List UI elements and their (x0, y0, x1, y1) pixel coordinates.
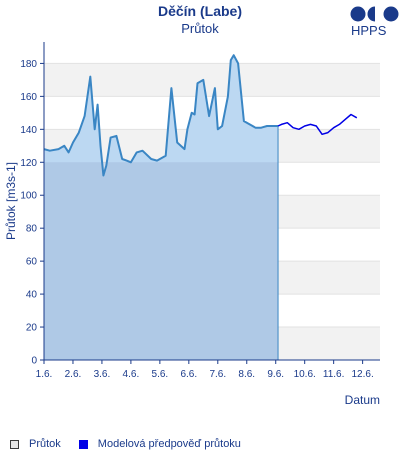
x-tick-label: 5.6. (152, 369, 169, 380)
legend-swatch-model (78, 439, 88, 449)
logo-text: HPPS (351, 23, 387, 38)
x-tick-label: 3.6. (94, 369, 111, 380)
observed-line (43, 54, 278, 177)
y-tick-label: 100 (20, 191, 37, 202)
axes-layer (40, 42, 380, 364)
y-tick-label: 20 (26, 323, 38, 334)
x-tick-label: 9.6. (267, 369, 284, 380)
y-tick-label: 120 (20, 158, 37, 169)
x-tick-label: 12.6. (351, 369, 373, 380)
plot-band (44, 63, 380, 97)
y-tick-label: 140 (20, 125, 37, 136)
hpps-logo-icon (350, 6, 399, 22)
y-axis-label: Průtok [m3s-1] (4, 162, 18, 240)
alert-level-zone (44, 162, 279, 360)
y-tick-label: 80 (26, 224, 38, 235)
discharge-chart: 0 20 40 60 80 100 120 140 160 180 1.6. 2.6. 3.6. 4.6… (4, 42, 380, 407)
legend-item-observed[interactable]: Průtok (10, 438, 61, 450)
chart-title: Děčín (Labe) (157, 3, 242, 19)
legend-item-model[interactable]: Modelová předpověď průtoku (78, 438, 241, 450)
legend-swatch-observed (10, 439, 19, 449)
chart-subtitle: Průtok (181, 21, 219, 36)
series-layer (43, 54, 358, 360)
legend-label-observed: Průtok (29, 438, 61, 450)
x-tick-label: 10.6. (294, 369, 316, 380)
y-tick-label: 180 (20, 59, 37, 70)
y-tick-label: 60 (26, 257, 38, 268)
x-tick-label: 8.6. (238, 369, 255, 380)
y-tick-label: 0 (31, 356, 37, 367)
model-forecast-line (277, 113, 358, 136)
x-axis-label: Datum (345, 393, 380, 407)
x-tick-labels: 1.6. 2.6. 3.6. 4.6. 5.6. 6.6. 7.6. 8.6. 9.6. 10.6… (36, 369, 374, 380)
legend: Průtok Modelová předpověď průtoku (10, 438, 259, 450)
y-tick-labels: 0 20 40 60 80 100 120 140 160 180 (20, 59, 37, 367)
y-tick-label: 160 (20, 92, 37, 103)
x-tick-label: 6.6. (180, 369, 197, 380)
y-tick-label: 40 (26, 290, 38, 301)
x-tick-label: 7.6. (209, 369, 226, 380)
x-tick-label: 4.6. (123, 369, 140, 380)
x-tick-label: 2.6. (65, 369, 82, 380)
x-tick-label: 11.6. (323, 369, 345, 380)
x-tick-label: 1.6. (36, 369, 53, 380)
legend-label-model: Modelová předpověď průtoku (97, 438, 241, 450)
observed-area (44, 55, 278, 360)
